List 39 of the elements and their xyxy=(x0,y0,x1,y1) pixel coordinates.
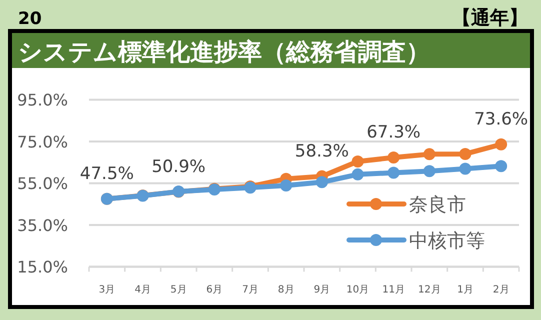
data-label: 67.3% xyxy=(366,122,421,143)
x-tick-label: 4月 xyxy=(134,284,151,296)
x-tick-label: 1月 xyxy=(457,284,474,296)
y-tick-label: 95.0% xyxy=(17,90,68,110)
x-tick-label: 5月 xyxy=(170,284,187,296)
y-tick-label: 75.0% xyxy=(17,132,68,152)
point xyxy=(495,138,508,150)
point xyxy=(388,166,400,179)
y-tick-label: 55.0% xyxy=(17,174,68,194)
chart-subtitle: 【通年】 xyxy=(452,7,528,29)
x-tick-label: 10月 xyxy=(346,284,370,296)
x-tick-label: 11月 xyxy=(382,284,405,296)
x-tick-label: 9月 xyxy=(314,284,330,296)
point xyxy=(316,176,328,188)
point xyxy=(388,152,400,164)
x-tick-label: 12月 xyxy=(418,284,441,296)
point xyxy=(280,179,292,192)
point xyxy=(459,162,472,175)
data-label: 73.6% xyxy=(474,109,528,130)
point xyxy=(459,148,472,160)
text: 20 xyxy=(18,9,42,29)
y-tick-label: 35.0% xyxy=(17,216,68,235)
chart-title: システム標準化進捗率（総務省調査） xyxy=(18,38,430,66)
x-tick-label: 8月 xyxy=(278,284,294,296)
data-label: 50.9% xyxy=(152,156,206,177)
point xyxy=(423,148,436,160)
data-label: 47.5% xyxy=(80,164,134,184)
point xyxy=(495,160,508,172)
x-tick-label: 7月 xyxy=(242,284,258,296)
point xyxy=(352,168,364,180)
legend-label: 奈良市 xyxy=(409,194,466,216)
legend-label: 中核市等 xyxy=(409,230,485,252)
x-tick-label: 2月 xyxy=(492,284,510,296)
x-tick-label: 6月 xyxy=(206,284,223,296)
x-tick-label: 3月 xyxy=(98,284,116,296)
data-label: 58.3% xyxy=(294,141,349,162)
y-tick-label: 15.0% xyxy=(17,258,68,277)
point xyxy=(423,165,436,178)
point xyxy=(352,155,364,168)
